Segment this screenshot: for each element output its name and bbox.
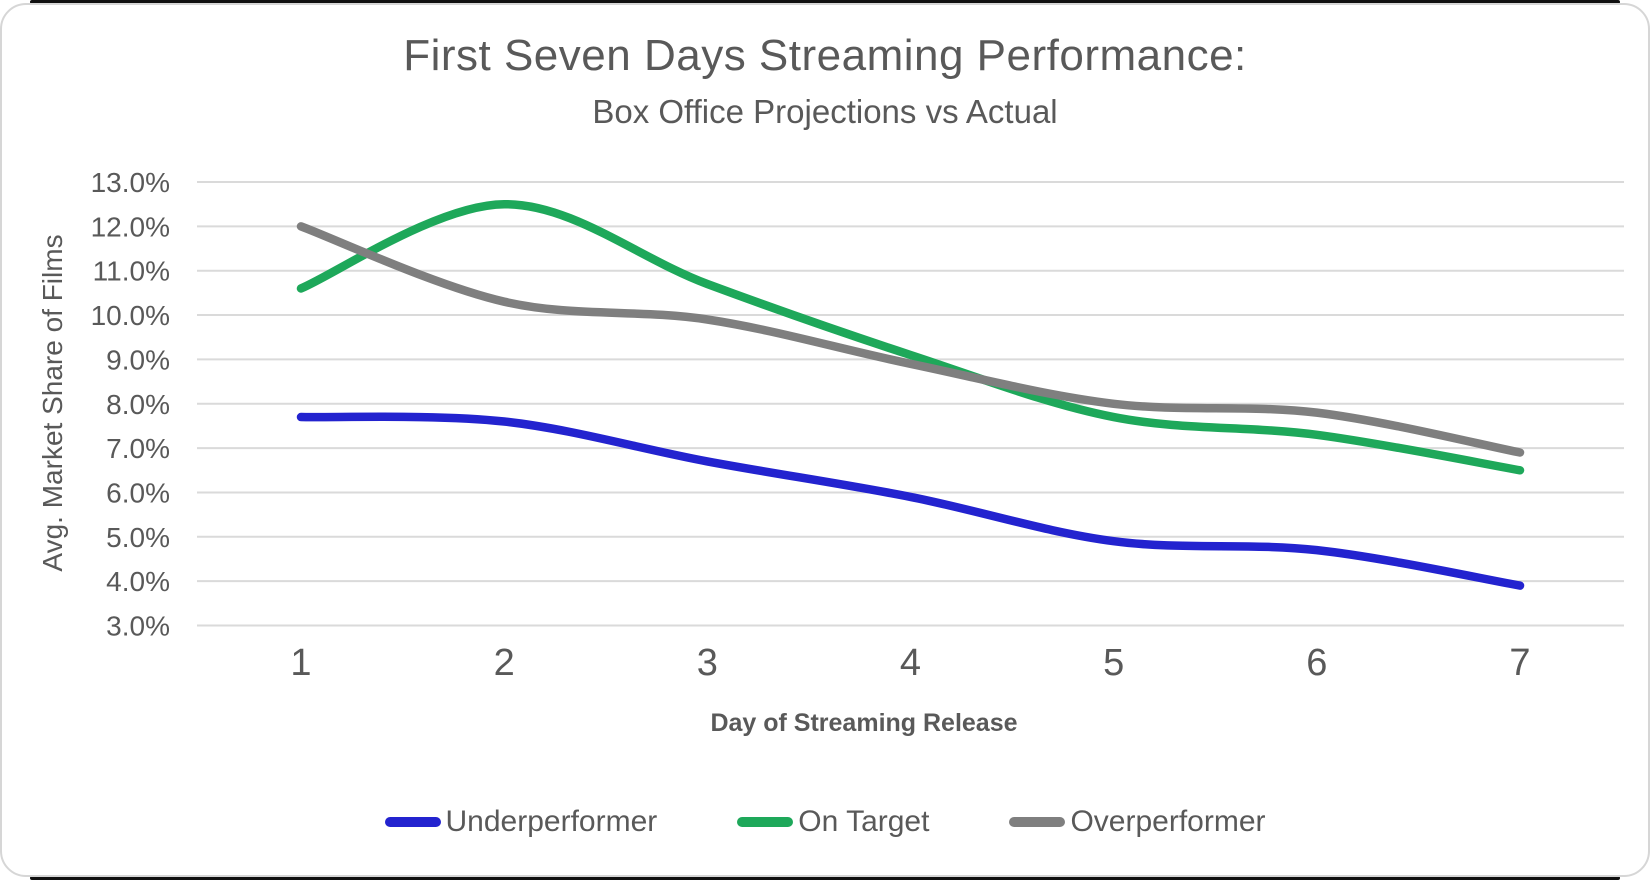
y-tick-label: 8.0% (106, 389, 170, 420)
legend-item-underperformer: Underperformer (384, 805, 658, 839)
y-tick-label: 11.0% (93, 256, 170, 287)
x-tick-label: 6 (1306, 642, 1327, 684)
y-tick-label: 12.0% (91, 211, 170, 242)
line-underperformer (296, 412, 1525, 590)
y-tick-label: 9.0% (106, 344, 170, 375)
legend-item-on-target: On Target (737, 805, 929, 839)
x-tick-label: 3 (697, 642, 718, 684)
legend-label-overperformer: Overperformer (1070, 805, 1266, 838)
y-tick-label: 3.0% (106, 611, 170, 642)
chart-subtitle: Box Office Projections vs Actual (592, 93, 1058, 130)
chart-card: First Seven Days Streaming Performance: … (0, 3, 1650, 877)
y-tick-label: 6.0% (106, 477, 170, 508)
x-tick-label: 7 (1509, 642, 1530, 684)
legend-swatch-on-target (737, 817, 794, 827)
legend-swatch-overperformer (1009, 817, 1066, 827)
x-tick-label: 1 (290, 642, 311, 684)
x-axis-tick-labels: 1 2 3 4 5 6 7 (290, 642, 1530, 684)
window-edge-top (30, 0, 1620, 4)
window-edge-bottom (30, 876, 1620, 880)
y-tick-label: 10.0% (91, 300, 170, 331)
legend-label-on-target: On Target (798, 805, 930, 838)
x-tick-label: 2 (494, 642, 515, 684)
x-axis-title: Day of Streaming Release (710, 709, 1017, 737)
y-tick-label: 13.0% (91, 167, 170, 198)
line-overperformer (296, 222, 1525, 457)
y-tick-label: 4.0% (106, 566, 170, 597)
gridlines (197, 181, 1624, 627)
line-on-target (296, 199, 1525, 475)
y-axis-tick-labels: 13.0% 12.0% 11.0% 10.0% 9.0% 8.0% 7.0% 6.0% 5.0%… (91, 167, 170, 642)
legend: Underperformer On Target Overperformer (2, 805, 1648, 839)
y-axis-title: Avg. Market Share of Films (37, 234, 68, 571)
chart-title: First Seven Days Streaming Performance: (403, 31, 1247, 80)
legend-item-overperformer: Overperformer (1009, 805, 1266, 839)
y-tick-label: 5.0% (106, 522, 170, 553)
legend-label-underperformer: Underperformer (445, 805, 658, 838)
chart-canvas: 13.0%12.0%11.0%10.0%9.0%8.0%7.0%6.0%5.0%… (37, 167, 1624, 737)
x-tick-label: 4 (900, 642, 921, 684)
x-tick-label: 5 (1103, 642, 1124, 684)
series-lines (296, 199, 1525, 590)
y-tick-label: 7.0% (106, 433, 170, 464)
legend-swatch-underperformer (384, 817, 441, 827)
